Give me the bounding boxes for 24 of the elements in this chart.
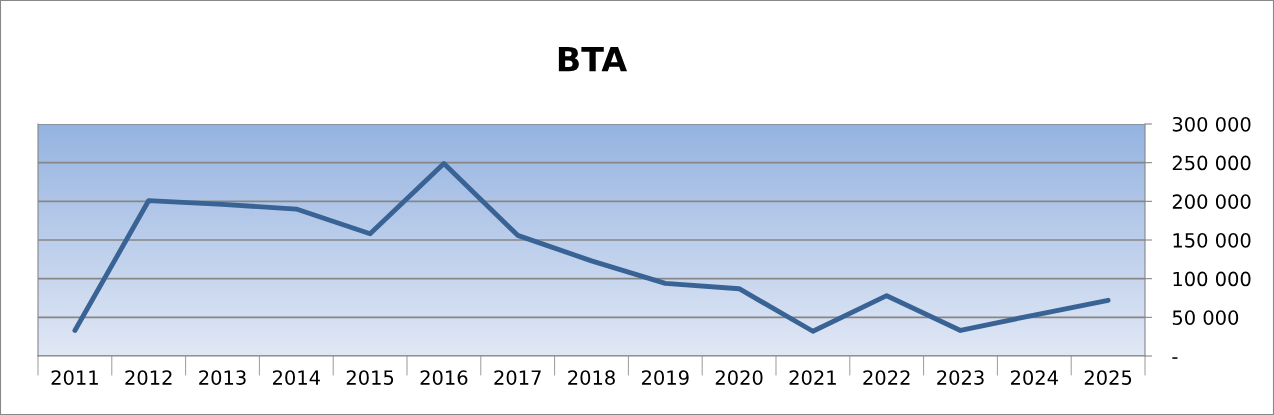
y-tick-label: 250 000 bbox=[1172, 155, 1251, 171]
x-tick-label: 2011 bbox=[51, 370, 98, 385]
x-tick-label: 2016 bbox=[420, 370, 468, 385]
y-tick-label: 200 000 bbox=[1172, 194, 1251, 209]
x-tick-label: 2022 bbox=[863, 370, 910, 385]
x-tick-label: 2018 bbox=[568, 370, 615, 385]
y-tick-label: 150 000 bbox=[1173, 232, 1251, 248]
x-tick-label: 2023 bbox=[937, 370, 984, 385]
chart-title: BTA bbox=[558, 46, 628, 72]
x-tick-label: 2017 bbox=[494, 370, 541, 385]
y-tick-label: - bbox=[1172, 357, 1178, 359]
x-tick-label: 2021 bbox=[789, 370, 836, 385]
x-tick-label: 2012 bbox=[125, 370, 172, 385]
x-tick-label: 2024 bbox=[1010, 370, 1058, 385]
x-tick-label: 2025 bbox=[1084, 370, 1132, 385]
y-tick-label: 50 000 bbox=[1172, 310, 1239, 325]
line-series bbox=[72, 161, 1111, 334]
x-tick-label: 2013 bbox=[199, 370, 246, 385]
x-tick-label: 2020 bbox=[715, 370, 763, 385]
y-tick-label: 100 000 bbox=[1173, 271, 1251, 287]
x-tick-label: 2014 bbox=[272, 370, 320, 385]
x-tick-label: 2019 bbox=[641, 370, 689, 385]
x-tick-label: 2015 bbox=[346, 370, 394, 385]
y-tick-label: 300 000 bbox=[1172, 116, 1251, 132]
